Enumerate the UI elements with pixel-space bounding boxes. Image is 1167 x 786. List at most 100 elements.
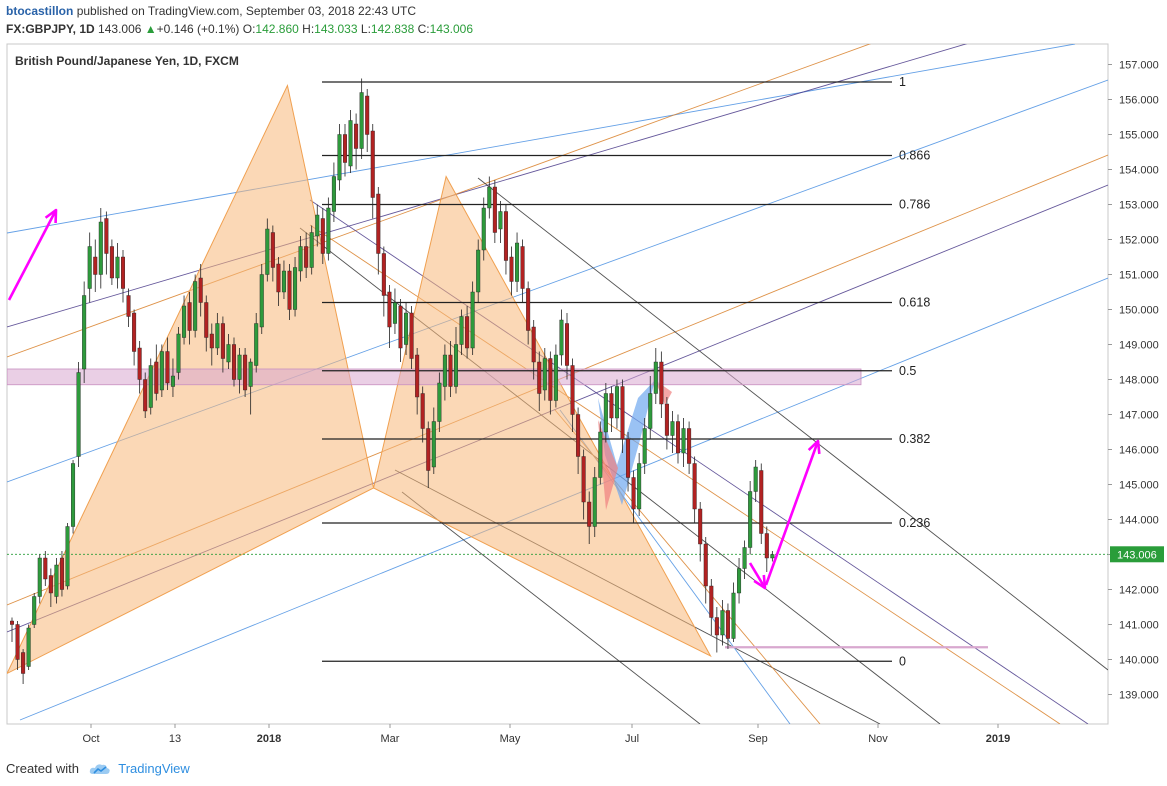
symbol-label[interactable]: FX:GBPJPY, 1D [6, 22, 95, 36]
candle [143, 379, 148, 412]
candle [182, 305, 187, 338]
candle [237, 354, 242, 380]
y-tick-label: 156.000 [1119, 95, 1159, 107]
footer: Created with TradingView [6, 761, 190, 776]
candle [48, 575, 53, 594]
y-tick-label: 142.000 [1119, 585, 1159, 597]
candle [43, 557, 48, 580]
candle [592, 477, 597, 527]
candle [32, 596, 37, 625]
candle [370, 130, 375, 198]
candle [148, 365, 153, 408]
candle [54, 564, 59, 597]
close-value: 143.006 [429, 22, 474, 36]
projection-arrow-up-head [807, 439, 821, 455]
tradingview-link[interactable]: TradingView [118, 761, 190, 776]
candle [448, 354, 453, 387]
y-tick-label: 154.000 [1119, 165, 1159, 177]
y-tick-label: 144.000 [1119, 515, 1159, 527]
candle [526, 288, 531, 331]
candle [509, 256, 514, 282]
candle [598, 431, 603, 478]
candle [120, 256, 125, 289]
channel-line [7, 44, 1076, 234]
x-tick-label: 2019 [986, 733, 1010, 745]
candle [764, 533, 769, 559]
candle [392, 302, 397, 324]
candle [570, 365, 575, 415]
candle [631, 477, 636, 510]
candle [415, 354, 420, 398]
candle [742, 547, 747, 569]
candle [270, 232, 275, 268]
candle [293, 267, 298, 310]
change-value: +0.146 (+0.1%) [156, 22, 240, 36]
candle [93, 256, 98, 275]
candle [193, 281, 198, 331]
candle [59, 557, 64, 590]
candle [231, 344, 236, 380]
candle [703, 543, 708, 587]
candle [82, 295, 87, 370]
y-tick-label: 140.000 [1119, 655, 1159, 667]
candle [565, 323, 570, 366]
y-tick-label: 157.000 [1119, 60, 1159, 72]
candle [442, 354, 447, 387]
candle [204, 302, 209, 338]
y-tick-label: 155.000 [1119, 130, 1159, 142]
candle [459, 316, 464, 345]
candle [437, 382, 442, 422]
candle [387, 291, 392, 328]
y-tick-label: 152.000 [1119, 235, 1159, 247]
plot-layer: 1 0.866 0.786 0.618 0.5 0.382 0.236 0 [7, 44, 1108, 724]
high-value: 143.033 [314, 22, 358, 36]
candle [492, 186, 497, 233]
candle [9, 620, 14, 625]
y-tick-label: 153.000 [1119, 200, 1159, 212]
last-price-tag [1110, 546, 1164, 563]
candle [98, 221, 103, 275]
chart-title: British Pound/Japanese Yen, 1D, FXCM [15, 54, 239, 68]
candle [304, 246, 309, 268]
y-tick-label: 149.000 [1119, 340, 1159, 352]
channel-line [7, 44, 968, 328]
x-tick-label: 13 [169, 733, 181, 745]
candle [15, 624, 20, 660]
low-value: 142.838 [370, 22, 415, 36]
candle [365, 95, 370, 135]
candle [159, 351, 164, 391]
candle [37, 557, 42, 597]
candle [748, 491, 753, 548]
candle [65, 526, 70, 587]
candle [664, 403, 669, 436]
fib-label: 0.618 [899, 296, 930, 310]
candle [603, 393, 608, 433]
x-tick-label: Jul [625, 733, 639, 745]
candle [587, 501, 592, 527]
projection-arrow-up [764, 440, 820, 586]
candle [109, 246, 114, 279]
candle [537, 361, 542, 394]
candle [681, 428, 686, 454]
small-harmonic-red [598, 420, 618, 510]
candle [648, 393, 653, 429]
candle [548, 358, 553, 401]
candle [470, 291, 475, 349]
candle [659, 361, 664, 405]
candle [637, 463, 642, 510]
projection-arrow-up-left-head [44, 208, 58, 224]
candle [487, 186, 492, 209]
author-link[interactable]: btocastillon [6, 4, 74, 18]
fib-label: 0.866 [899, 149, 930, 163]
candle [21, 652, 26, 674]
candle [609, 393, 614, 419]
projection-arrow-down-head [753, 574, 767, 590]
candle [226, 344, 231, 363]
projection-arrow-up-left [7, 209, 58, 301]
candle [714, 617, 719, 636]
open-label: O: [242, 22, 256, 36]
candle [276, 263, 281, 293]
fib-label: 0.236 [899, 516, 930, 530]
candle [498, 211, 503, 230]
